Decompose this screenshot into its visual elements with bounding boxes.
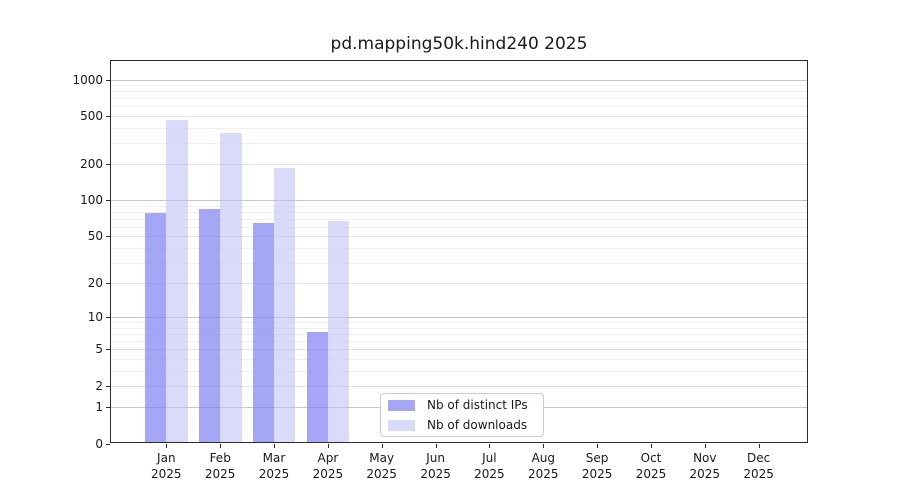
y-tick-label-500: 500: [80, 108, 103, 123]
gridline-y-1000: [111, 79, 807, 81]
gridline-y-90: [111, 205, 807, 207]
x-tick-label-feb: Feb 2025: [204, 451, 236, 481]
legend-swatch-distinct-ips: [388, 399, 415, 411]
x-tick-label-jul: Jul 2025: [474, 451, 505, 481]
x-tick-aug: [543, 444, 545, 448]
y-tick-5: [106, 349, 110, 351]
legend-item-distinct-ips: Nb of distinct IPs: [388, 398, 535, 412]
x-tick-dec: [758, 444, 760, 448]
x-tick-label-jan: Jan 2025: [151, 451, 182, 481]
y-tick-label-0: 0: [95, 436, 103, 451]
bar-mar-distinct-ips: [252, 223, 274, 442]
y-tick-label-2: 2: [95, 378, 103, 393]
legend-swatch-downloads: [388, 419, 415, 431]
x-tick-label-sep: Sep 2025: [581, 451, 613, 481]
bar-feb-distinct-ips: [198, 209, 221, 442]
x-tick-label-jun: Jun 2025: [420, 451, 451, 481]
y-tick-label-1000: 1000: [72, 72, 103, 87]
x-tick-apr: [327, 444, 329, 448]
x-tick-label-oct: Oct 2025: [635, 451, 667, 481]
x-tick-oct: [651, 444, 652, 448]
gridline-y-2: [111, 385, 807, 387]
gridline-y-600: [111, 106, 807, 108]
x-tick-label-aug: Aug 2025: [528, 451, 559, 481]
y-tick-1: [106, 407, 110, 408]
legend: Nb of distinct IPs Nb of downloads: [380, 393, 544, 437]
legend-label-downloads: Nb of downloads: [427, 418, 528, 432]
plot-area: Nb of distinct IPs Nb of downloads Jan 20…: [72, 60, 808, 481]
x-tick-label-mar: Mar 2025: [258, 451, 290, 481]
y-tick-label-200: 200: [80, 157, 103, 172]
x-tick-jun: [435, 444, 437, 448]
gridline-y-6: [111, 341, 807, 342]
gridline-y-5: [111, 349, 807, 351]
x-tick-label-nov: Nov 2025: [689, 451, 721, 481]
y-tick-2: [106, 385, 110, 387]
bar-mar-downloads: [274, 167, 296, 442]
gridline-y-200: [111, 164, 807, 166]
gridline-y-8: [111, 327, 807, 329]
y-tick-label-20: 20: [87, 276, 103, 291]
bar-feb-downloads: [220, 133, 242, 442]
gridline-y-40: [111, 247, 807, 249]
x-tick-sep: [597, 444, 599, 448]
x-tick-jan: [166, 444, 168, 448]
legend-label-distinct-ips: Nb of distinct IPs: [427, 398, 528, 412]
gridline-y-30: [111, 262, 807, 264]
gridline-y-20: [111, 283, 807, 285]
y-tick-10: [106, 317, 110, 319]
y-tick-label-50: 50: [87, 229, 103, 244]
gridline-y-900: [111, 85, 807, 86]
bar-jan-downloads: [166, 120, 188, 442]
x-tick-label-apr: Apr 2025: [312, 451, 344, 481]
x-tick-may: [381, 444, 383, 448]
x-tick-label-dec: Dec 2025: [743, 451, 774, 481]
y-tick-label-100: 100: [80, 193, 103, 208]
bar-apr-distinct-ips: [306, 331, 328, 442]
y-tick-0: [106, 443, 110, 445]
gridline-y-3: [111, 370, 807, 372]
x-tick-nov: [704, 444, 706, 448]
gridline-y-9: [111, 322, 807, 324]
y-tick-label-10: 10: [87, 310, 103, 325]
gridline-y-500: [111, 115, 807, 117]
gridline-y-400: [111, 127, 807, 129]
gridline-y-70: [111, 218, 807, 220]
gridline-y-700: [111, 98, 807, 100]
y-tick-200: [106, 164, 110, 166]
gridline-y-80: [111, 211, 807, 213]
y-tick-50: [106, 236, 110, 238]
x-tick-label-may: May 2025: [366, 451, 397, 481]
gridline-y-50: [111, 236, 807, 238]
legend-item-downloads: Nb of downloads: [388, 418, 535, 432]
x-tick-jul: [489, 444, 491, 448]
y-tick-1000: [106, 79, 110, 81]
y-tick-500: [106, 115, 110, 117]
y-tick-label-1: 1: [95, 400, 103, 414]
bar-jan-distinct-ips: [144, 213, 167, 442]
bar-apr-downloads: [327, 220, 350, 442]
y-tick-100: [106, 200, 110, 202]
gridline-y-300: [111, 142, 807, 144]
gridline-y-100: [111, 200, 807, 202]
x-tick-mar: [274, 444, 275, 448]
gridline-y-60: [111, 226, 807, 228]
gridline-y-800: [111, 91, 807, 93]
x-tick-feb: [220, 444, 222, 448]
gridline-y-10: [111, 317, 807, 319]
y-tick-label-5: 5: [95, 342, 103, 357]
gridline-y-4: [111, 358, 807, 360]
gridline-y-7: [111, 333, 807, 335]
y-tick-20: [106, 283, 110, 285]
chart-title: pd.mapping50k.hind240 2025: [330, 34, 588, 54]
